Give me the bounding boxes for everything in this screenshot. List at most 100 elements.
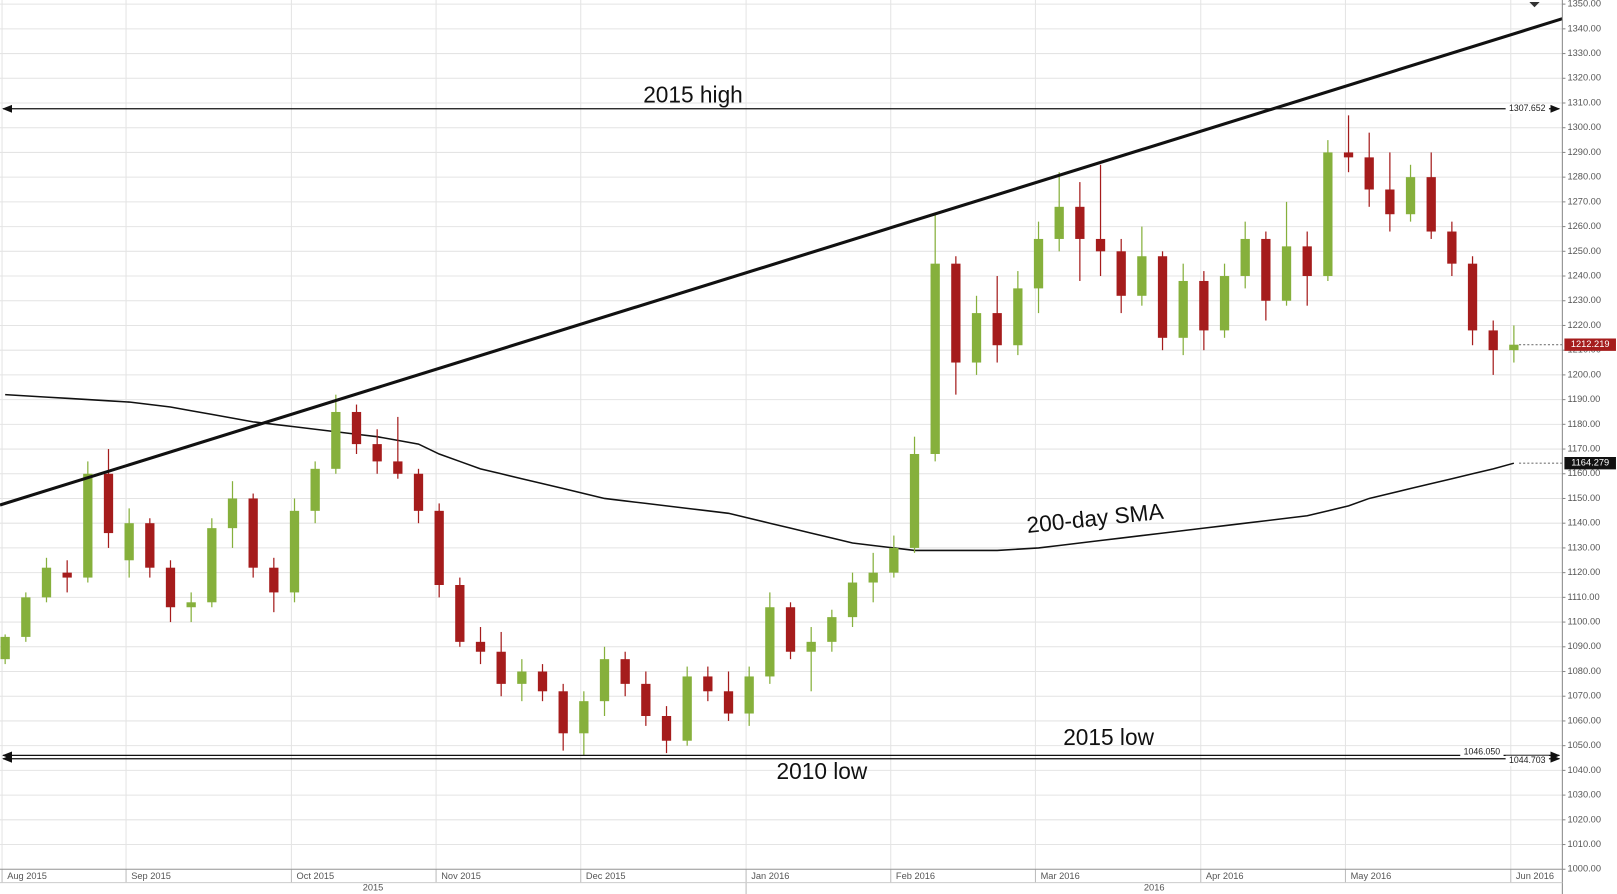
x-tick-label: Sep 2015 [131,871,171,881]
y-tick-label: 1280.00 [1568,172,1602,182]
y-tick-label: 1320.00 [1568,73,1602,83]
y-tick-label: 1070.00 [1568,691,1602,701]
candle-body [558,691,568,734]
candle-body [186,602,196,608]
candle-body [310,468,320,511]
candle-body [1447,231,1457,264]
candle-body [351,411,362,445]
candle-body [641,683,651,717]
candle-body [1075,206,1085,239]
x-tick-label: Jun 2016 [1516,871,1554,881]
candle-body [579,701,589,734]
candle-body [971,313,982,363]
candle-body [0,636,10,660]
candle-body [930,263,940,454]
y-tick-label: 1310.00 [1568,97,1602,107]
level-annotation: 2015 high [643,81,743,107]
level-label: 1307.652 [1509,103,1546,113]
candle-body [1343,152,1354,158]
candle-body [517,671,527,684]
y-tick-label: 1200.00 [1568,369,1602,379]
y-tick-label: 1330.00 [1568,48,1602,58]
candle-body [434,510,444,585]
candle-body [62,572,72,578]
candle-body [269,567,279,593]
candle-body [1323,152,1333,277]
level-label-bg [1505,103,1549,114]
y-tick-label: 1270.00 [1568,196,1602,206]
y-tick-label: 1160.00 [1568,468,1601,478]
candle-body [599,659,610,702]
candle-body [620,659,630,684]
candle-body [1178,280,1188,338]
candle-body [207,528,217,603]
y-tick-label: 1060.00 [1568,715,1602,725]
price-tag [1564,457,1616,470]
y-tick-label: 1120.00 [1568,567,1601,577]
candle-body [83,473,93,578]
candle-body [785,607,796,652]
y-tick-label: 1230.00 [1568,295,1602,305]
level-label: 1046.050 [1464,747,1501,757]
level-annotation: 2015 low [1063,724,1154,750]
candle-body [1116,251,1126,296]
y-tick-label: 1150.00 [1568,493,1601,503]
candle-body [475,641,486,652]
candle-body [992,313,1002,346]
candle-body [868,572,878,583]
level-label: 1044.703 [1509,755,1546,765]
candle-body [248,498,258,568]
candle-body [1137,256,1147,296]
candle-body [21,597,31,637]
candle-body [103,473,114,534]
overlay: 2015 high 2015 low 2010 low 1307.652 1046.05… [0,17,1616,784]
candle-body [227,498,238,529]
trendline [0,17,1563,507]
y-tick-label: 1300.00 [1568,122,1602,132]
candle-body [847,582,858,618]
y-tick-label: 1130.00 [1568,542,1601,552]
candle-body [145,523,155,568]
candle-body [765,607,775,677]
y-tick-label: 1000.00 [1568,864,1602,874]
x-tick-label: Aug 2015 [7,871,47,881]
candle-body [889,547,899,573]
candle-body [1467,263,1478,331]
x-tick-label: May 2016 [1351,871,1392,881]
y-tick-label: 1180.00 [1568,419,1601,429]
x-tick-label: Mar 2016 [1041,871,1080,881]
candle-body [1013,288,1023,346]
x-tick-label: Oct 2015 [297,871,335,881]
y-tick-label: 1080.00 [1568,666,1602,676]
candle-body [413,473,424,511]
candle-body [1095,238,1106,252]
y-tick-label: 1010.00 [1568,839,1602,849]
y-tick-label: 1190.00 [1568,394,1601,404]
y-tick-label: 1030.00 [1568,790,1602,800]
candle-body [1405,177,1416,215]
menu-arrow[interactable] [1529,2,1540,8]
price-tag [1564,338,1616,351]
sma-line [5,393,1515,552]
y-tick-label: 1350.00 [1568,0,1602,9]
y-tick-label: 1240.00 [1568,270,1602,280]
x-tick-label: Nov 2015 [441,871,481,881]
y-tick-label: 1220.00 [1568,320,1602,330]
y-tick-label: 1110.00 [1568,592,1600,602]
y-tick-label: 1140.00 [1568,518,1601,528]
candle-body [1199,280,1209,331]
candle-body [393,461,403,474]
y-tick-label: 1170.00 [1568,444,1601,454]
candle-body [806,641,816,652]
y-tick-label: 1050.00 [1568,740,1602,750]
candle-body [951,263,961,363]
y-tick-label: 1020.00 [1568,814,1602,824]
candle-body [496,651,506,684]
candle-body [41,567,52,598]
candle-body [1033,238,1044,289]
candle-body [1426,177,1436,232]
candle-body [1364,157,1374,190]
